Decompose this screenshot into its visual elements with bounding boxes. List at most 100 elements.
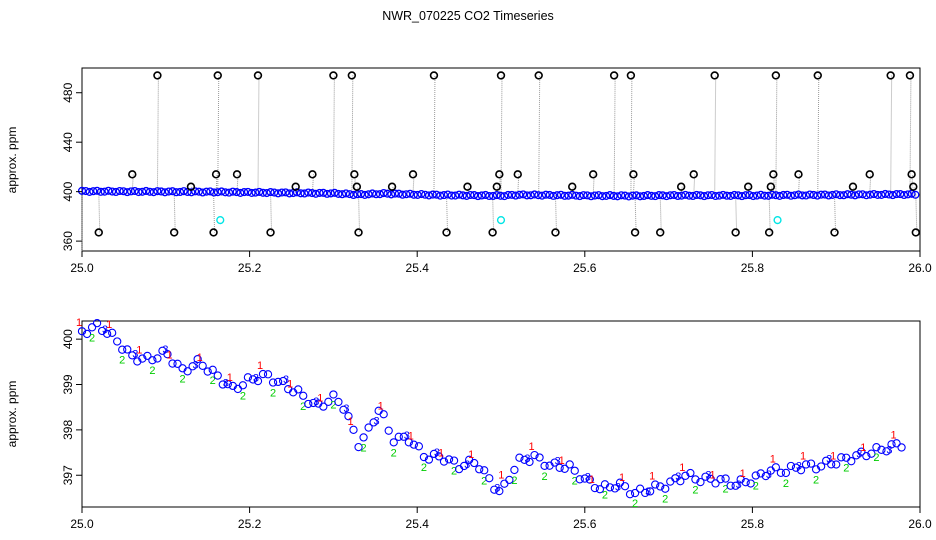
baseline-point <box>202 187 211 196</box>
baseline-point <box>77 186 87 195</box>
trace-spike <box>680 186 683 196</box>
baseline-point <box>541 190 550 199</box>
baseline-point <box>138 187 147 196</box>
baseline-point <box>243 187 252 196</box>
data-point <box>208 365 217 374</box>
baseline-point <box>609 191 618 200</box>
top-trace-lines <box>81 75 918 251</box>
baseline-point <box>538 191 547 200</box>
data-point <box>118 345 127 354</box>
baseline-point <box>492 191 501 200</box>
outlier-point <box>169 228 179 237</box>
data-point <box>213 371 222 380</box>
data-point <box>520 455 529 464</box>
baseline-point <box>590 191 599 200</box>
baseline-point <box>409 190 418 199</box>
marker-label: 1 <box>679 462 685 474</box>
baseline-point <box>225 188 234 197</box>
y-tick-label: 480 <box>61 82 75 102</box>
baseline-point <box>598 192 607 201</box>
baseline-point <box>466 190 475 200</box>
trace-spike <box>332 75 335 194</box>
baseline-point <box>620 191 630 200</box>
marker-label: 3 <box>313 396 319 408</box>
outlier-point <box>794 170 803 179</box>
marker-label: 1 <box>317 393 323 405</box>
baseline-point <box>639 191 648 201</box>
baseline-point <box>300 189 309 198</box>
data-point <box>796 466 806 475</box>
data-point <box>193 354 202 364</box>
data-point <box>429 449 439 459</box>
baseline-point <box>398 190 407 199</box>
bottom-axes: 25.0 25.2 25.4 25.6 25.8 26.0 397 398 399 400 <box>61 329 932 531</box>
baseline-point <box>564 191 573 200</box>
outlier-point <box>689 170 698 179</box>
baseline-point <box>805 190 814 199</box>
x-tick-label: 26.0 <box>908 261 932 275</box>
baseline-point <box>741 191 750 200</box>
data-point <box>590 483 600 493</box>
data-point <box>273 377 283 387</box>
data-point <box>575 475 584 484</box>
baseline-point <box>130 186 139 196</box>
outlier-point <box>232 170 242 179</box>
marker-label: 3 <box>645 486 651 498</box>
data-point <box>173 359 182 368</box>
baseline-point <box>835 191 845 200</box>
data-point <box>761 471 770 481</box>
baseline-point <box>522 191 532 200</box>
baseline-point <box>677 191 686 200</box>
outlier-point <box>731 228 740 237</box>
data-point <box>801 460 811 469</box>
marker-label: 1 <box>408 431 414 443</box>
trace-spike <box>912 186 915 195</box>
outlier-point <box>429 71 439 80</box>
baseline-point <box>157 187 166 196</box>
baseline-point <box>636 192 645 201</box>
baseline-point <box>149 188 158 197</box>
data-point <box>304 399 313 409</box>
outlier-point <box>534 71 543 80</box>
trace-spike <box>356 186 359 195</box>
baseline-point <box>587 192 596 201</box>
baseline-point <box>813 191 822 200</box>
baseline-point <box>270 188 279 197</box>
data-point <box>163 350 172 359</box>
baseline-point <box>669 190 679 200</box>
data-point <box>439 457 449 466</box>
baseline-point <box>786 191 795 200</box>
baseline-point <box>247 188 256 197</box>
marker-label: 2 <box>89 332 95 344</box>
baseline-point <box>394 189 403 198</box>
data-point <box>806 459 816 468</box>
marker-label: 2 <box>481 475 487 487</box>
baseline-point <box>198 188 207 197</box>
data-point <box>756 469 765 478</box>
cyan-point <box>216 215 225 225</box>
baseline-point <box>473 192 483 201</box>
data-point <box>791 463 801 472</box>
baseline-point <box>424 191 433 200</box>
marker-label: 2 <box>602 489 608 501</box>
data-point <box>87 323 97 332</box>
data-point <box>203 367 212 376</box>
data-point <box>113 337 122 346</box>
data-point <box>379 410 388 419</box>
marker-label: 2 <box>179 373 185 385</box>
trace-spike <box>834 194 837 233</box>
data-point <box>827 460 836 469</box>
baseline-point <box>126 187 136 196</box>
data-point <box>294 385 303 394</box>
baseline-point <box>421 190 430 199</box>
marker-label: 3 <box>374 415 380 427</box>
data-point <box>238 381 248 390</box>
baseline-point <box>617 191 626 200</box>
trace-spike <box>554 195 557 233</box>
baseline-point <box>262 189 271 198</box>
data-point <box>731 481 740 490</box>
baseline-point <box>326 189 335 198</box>
data-point <box>153 354 162 363</box>
baseline-point <box>338 190 347 199</box>
baseline-point <box>485 191 494 201</box>
